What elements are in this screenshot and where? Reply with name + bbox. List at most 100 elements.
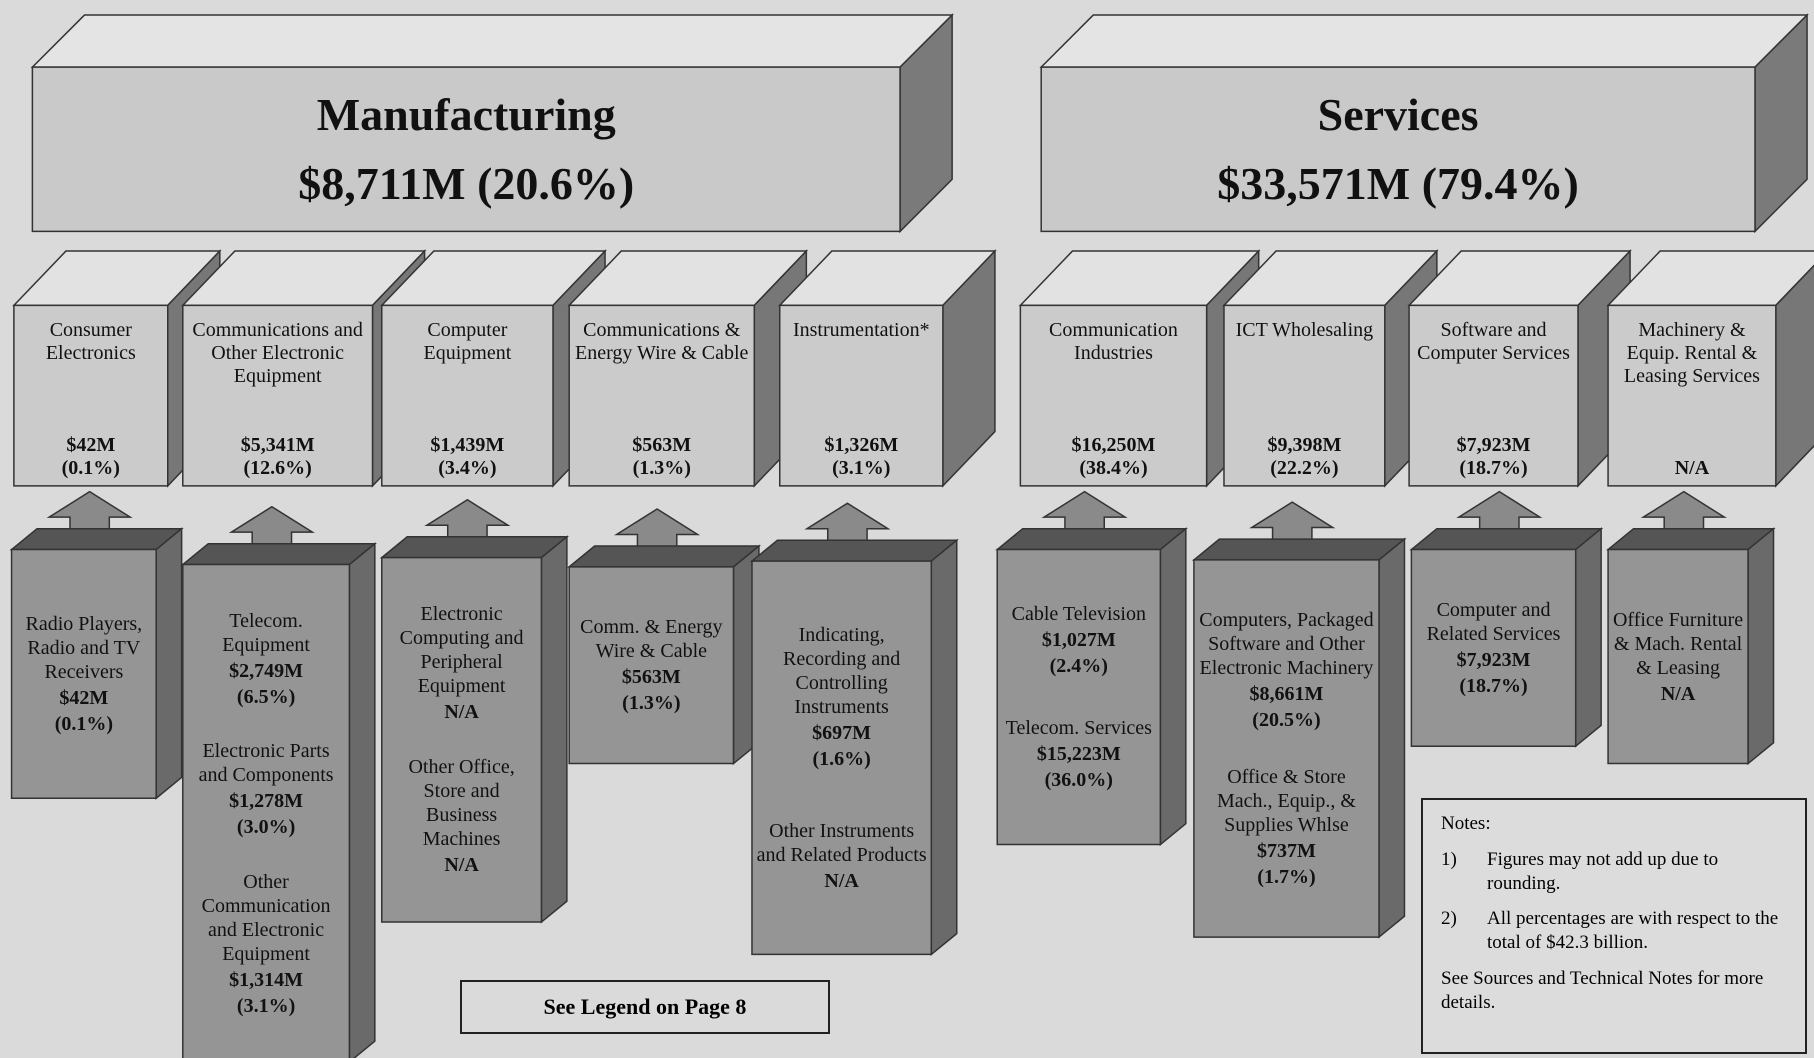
shape [1607,548,1749,765]
sector-name: Machinery & Equip. Rental & Leasing Serv… [1623,319,1760,388]
sector-share: (22.2%) [1270,456,1339,479]
note-text: All percentages are with respect to the … [1487,908,1779,953]
subsector-column: Comm. & Energy Wire & Cable $563M (1.3%) [569,567,733,764]
shape [751,560,933,956]
shape [1019,304,1208,487]
sector-name: Communication Industries [1049,319,1178,365]
subsector-column: Computers, Packaged Software and Other E… [1194,560,1379,937]
subsector: Telecom. Equipment $2,749M (6.5%) [187,609,346,709]
sector-name: Communications and Other Electronic Equi… [192,319,363,388]
subsector-share: (6.5%) [236,685,296,708]
sector: Software and Computer Services $7,923M (18… [1409,305,1578,485]
shape [1193,559,1380,938]
sector-figures: $1,326M (3.1%) [824,434,898,480]
subsector-value: $7,923M [1456,648,1531,671]
sector-share: (3.4%) [438,456,497,479]
sector-figures: $16,250M (38.4%) [1072,434,1156,480]
shape [182,304,374,487]
subsector-column: Cable Television $1,027M (2.4%) Telecom. Se… [997,550,1160,845]
subsector: Office Furniture & Mach. Rental & Leasin… [1612,608,1744,706]
subsector-name: Computer and Related Services [1426,598,1561,645]
sector-name: ICT Wholesaling [1235,319,1374,342]
subsector-share: (36.0%) [1044,769,1113,792]
subsector: Cable Television $1,027M (2.4%) [1012,602,1146,678]
subsector: Electronic Computing and Peripheral Equi… [386,602,538,724]
note: 1) Figures may not add up due to rounding… [1441,848,1787,896]
sector-value: $7,923M [1456,433,1531,456]
shape [379,536,569,559]
shape [568,304,756,487]
sector: Instrumentation* $1,326M (3.1%) [780,305,943,485]
subsector-value: $1,278M [229,790,304,813]
shape [381,304,554,487]
shape [1159,527,1187,847]
shape [13,304,169,487]
shape [1607,304,1777,487]
sector-group: Services $33,571M (79.4%) [1041,67,1755,231]
sector-share: (0.1%) [61,456,120,479]
subsector-value: N/A [444,854,479,877]
subsector-value: $697M [812,721,872,744]
subsector-name: Cable Television [1011,602,1146,625]
subsector-column: Computer and Related Services $7,923M (18.… [1411,550,1575,747]
shape [1747,527,1775,766]
sector-figures: $7,923M (18.7%) [1457,434,1531,480]
subsector-name: Office & Store Mach., Equip., & Supplies… [1217,766,1356,837]
subsector: Telecom. Services $15,223M (36.0%) [1006,716,1152,792]
sector: Communications & Energy Wire & Cable $563… [569,305,754,485]
subsector: Radio Players, Radio and TV Receivers $42… [16,612,153,736]
subsector-column: Office Furniture & Mach. Rental & Leasin… [1608,550,1748,764]
sector-share: (38.4%) [1079,456,1148,479]
subsector-share: (1.7%) [1257,866,1316,889]
shape [1574,527,1602,748]
shape [1605,527,1776,551]
subsector-share: (3.1%) [236,994,296,1017]
sector-group: Manufacturing $8,711M (20.6%) [32,67,900,231]
notes-footer: See Sources and Technical Notes for more… [1441,967,1764,1013]
legend-link[interactable]: See Legend on Page 8 [460,980,830,1034]
subsector-value: $563M [621,666,681,689]
subsector: Other Communication and Electronic Equip… [187,870,346,1018]
sector-value: N/A [1674,456,1710,479]
sector-share: (18.7%) [1459,456,1528,479]
subsector-value: $42M [59,686,109,709]
subsector-name: Computers, Packaged Software and Other E… [1199,608,1374,679]
sector: ICT Wholesaling $9,398M (22.2%) [1224,305,1385,485]
shape [10,548,157,800]
shape [1408,304,1579,487]
shape [155,527,183,800]
sector-value: $5,341M [240,433,315,456]
shape [180,542,377,566]
sector-figures: $1,439M (3.4%) [430,434,504,480]
subsector-value: $1,027M [1041,628,1116,651]
sector: Consumer Electronics $42M (0.1%) [14,305,168,485]
subsector-name: Radio Players, Radio and TV Receivers [25,612,143,683]
subsector-name: Comm. & Energy Wire & Cable [580,616,723,663]
shape [348,542,376,1058]
subsector-name: Electronic Computing and Peripheral Equi… [399,603,524,698]
sector-figures: N/A [1675,457,1709,480]
shape [1409,527,1604,551]
sector-share: (12.6%) [243,456,312,479]
subsector-share: (20.5%) [1252,708,1321,731]
shape [1378,537,1406,939]
shape [930,538,958,957]
sector-name: Software and Computer Services [1417,319,1570,365]
shape [995,527,1188,551]
sector: Communications and Other Electronic Equi… [183,305,373,485]
note-text: Figures may not add up due to rounding. [1487,848,1719,894]
group-title: Services [1317,89,1479,141]
shape [31,66,901,233]
subsector-value: N/A [1660,682,1696,705]
subsector: Comm. & Energy Wire & Cable $563M (1.3%) [573,615,729,715]
sector-figures: $9,398M (22.2%) [1267,434,1341,480]
subsector-column: Indicating, Recording and Controlling In… [752,561,931,954]
sector-value: $1,439M [430,433,505,456]
shape [568,566,735,765]
shape [540,535,568,924]
shape [381,556,543,923]
shape [996,548,1162,846]
subsector-name: Telecom. Services [1005,717,1152,740]
